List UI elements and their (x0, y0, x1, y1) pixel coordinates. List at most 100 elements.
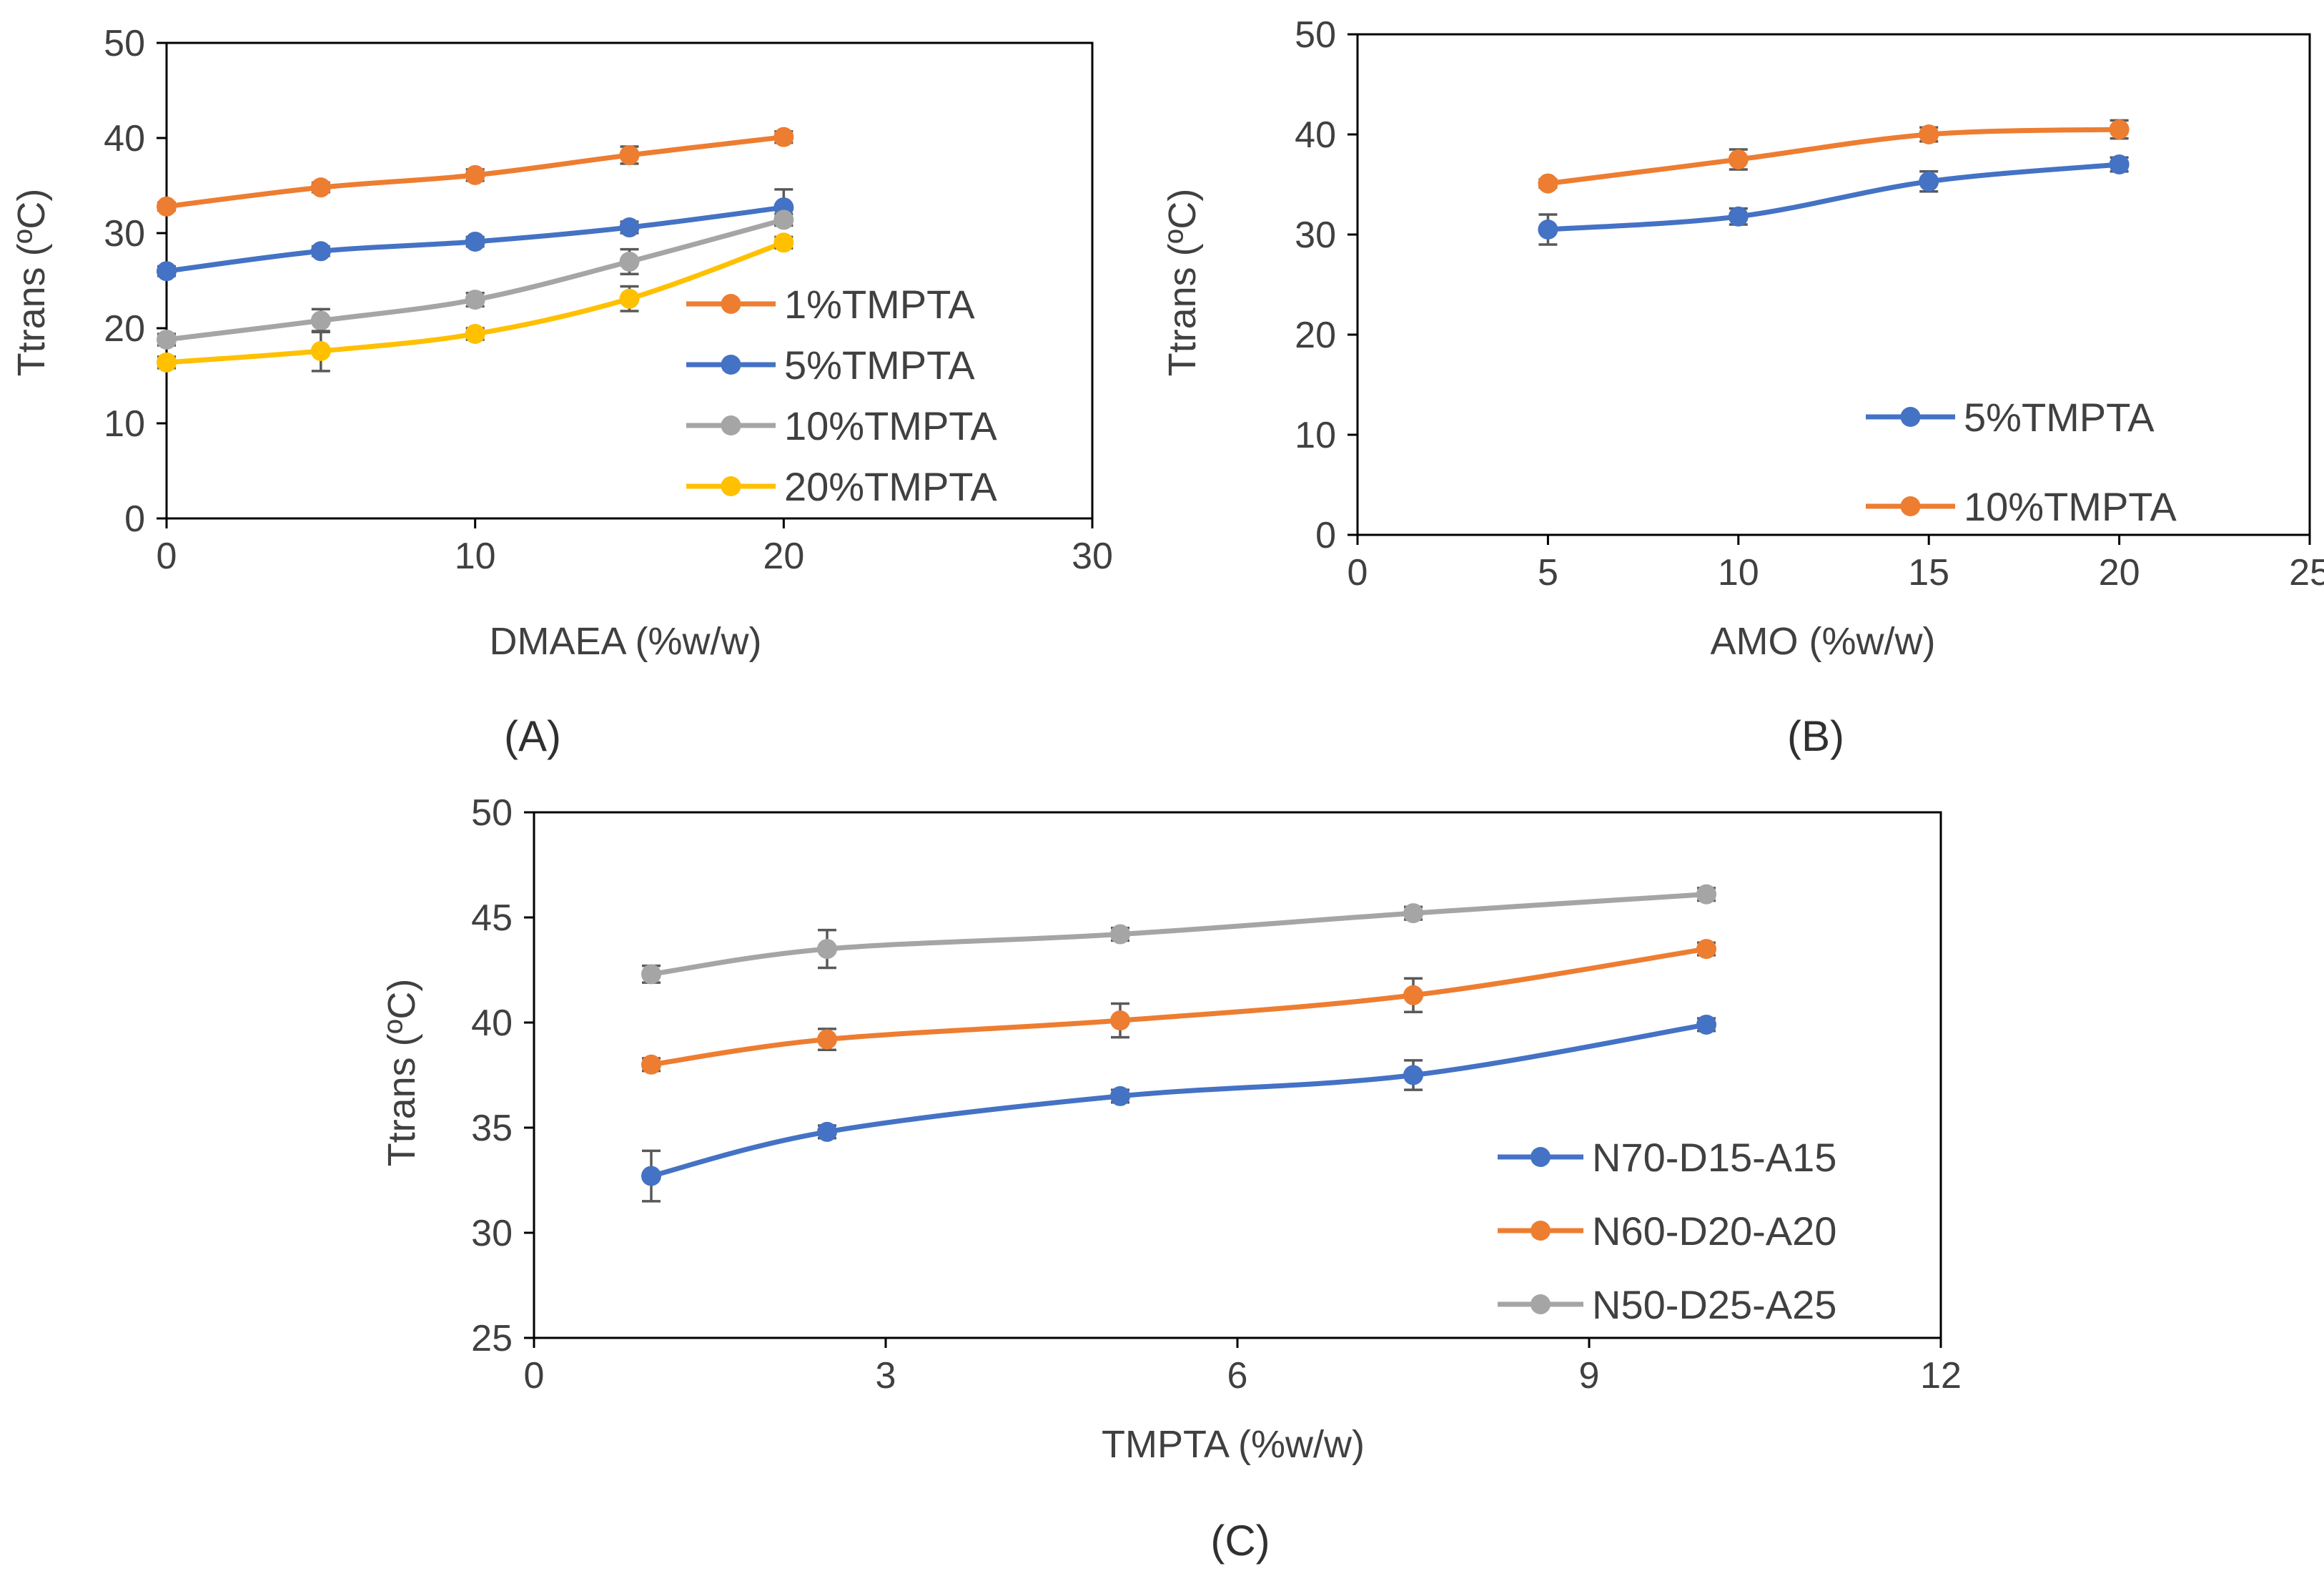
y-tick-label-b-0: 0 (1315, 515, 1336, 556)
data-point-a-3-3 (619, 288, 640, 309)
x-tick-label-c-1: 3 (876, 1355, 896, 1397)
y-tick-label-b-5: 50 (1295, 14, 1336, 56)
data-point-a-3-0 (157, 352, 177, 373)
data-point-c-0-2 (1110, 1085, 1130, 1106)
panel-label-b: (B) (1787, 712, 1844, 760)
x-tick-label-b-2: 10 (1718, 552, 1759, 594)
data-point-c-0-1 (817, 1121, 837, 1142)
x-tick-label-b-0: 0 (1348, 552, 1368, 594)
data-point-a-1-1 (310, 241, 331, 262)
data-point-a-2-2 (465, 290, 485, 310)
y-tick-label-b-3: 30 (1295, 215, 1336, 256)
plot-area-c: 0 3 6 9 12 25 30 35 40 45 50 N70-D15-A15 N60-D20-A20… (471, 792, 1962, 1397)
y-axis-label-c: Ttrans (ºC) (380, 979, 423, 1167)
data-point-c-0-4 (1696, 1014, 1716, 1035)
data-point-a-2-0 (157, 329, 177, 350)
data-point-a-0-1 (310, 177, 331, 198)
series-a-1 (157, 188, 794, 282)
legend-marker-a-3 (721, 476, 741, 496)
y-axis-label-b: Ttrans (ºC) (1161, 189, 1204, 377)
series-line-c-2 (648, 892, 1709, 977)
data-point-a-0-4 (773, 127, 794, 147)
panel-label-c: (C) (1210, 1517, 1270, 1565)
data-point-a-1-3 (619, 217, 640, 238)
plot-frame-c (533, 811, 1942, 1339)
x-tick-label-a-0: 0 (157, 536, 177, 577)
data-point-b-0-1 (1728, 206, 1749, 227)
y-tick-label-a-5: 50 (104, 23, 145, 64)
panel-label-a: (A) (504, 712, 561, 760)
chart-panel-a: 0 10 20 30 0 10 20 30 40 50 1%TMPTA 5%TMPTA 10%TMPTA… (10, 23, 1113, 760)
y-tick-label-b-2: 20 (1295, 315, 1336, 356)
legend-label-b-0: 5%TMPTA (1964, 395, 2155, 440)
data-point-c-2-2 (1110, 924, 1130, 945)
data-point-c-1-0 (641, 1054, 661, 1075)
x-tick-label-b-3: 15 (1908, 552, 1949, 594)
series-line-b-0 (1545, 162, 2122, 232)
data-point-a-0-3 (619, 144, 640, 165)
data-point-a-3-2 (465, 323, 485, 344)
x-tick-label-b-4: 20 (2099, 552, 2140, 594)
chart-panel-c: 0 3 6 9 12 25 30 35 40 45 50 N70-D15-A15 N60-D20-A20… (380, 792, 1962, 1565)
series-a-0 (157, 127, 794, 217)
data-point-b-1-1 (1728, 149, 1749, 169)
data-point-c-2-4 (1696, 884, 1716, 905)
plot-area-b: 0 5 10 15 20 25 0 10 20 30 40 50 5%TMPTA 10%TMPTA (1295, 14, 2324, 594)
legend-marker-c-2 (1531, 1294, 1551, 1314)
y-tick-label-c-5: 50 (471, 792, 513, 834)
y-tick-label-b-4: 40 (1295, 114, 1336, 156)
data-point-b-1-3 (2109, 119, 2130, 139)
data-point-b-0-2 (1919, 171, 1939, 192)
y-tick-label-a-1: 10 (104, 403, 145, 445)
data-point-a-3-1 (310, 340, 331, 361)
x-tick-label-b-5: 25 (2289, 552, 2324, 594)
x-tick-label-a-3: 30 (1072, 536, 1113, 577)
data-point-c-2-3 (1403, 903, 1423, 924)
data-point-c-0-0 (641, 1166, 661, 1186)
series-line-c-0 (648, 1022, 1709, 1179)
y-tick-label-b-1: 10 (1295, 415, 1336, 456)
legend-label-c-2: N50-D25-A25 (1592, 1282, 1836, 1327)
plot-area-a: 0 10 20 30 0 10 20 30 40 50 1%TMPTA 5%TMPTA 10%TMPTA… (104, 23, 1113, 577)
x-tick-label-a-1: 10 (455, 536, 496, 577)
legend-marker-a-0 (721, 294, 741, 314)
series-line-b-1 (1545, 127, 2122, 187)
data-point-a-0-0 (157, 196, 177, 217)
legend-label-a-3: 20%TMPTA (784, 464, 997, 509)
data-point-b-1-2 (1919, 124, 1939, 144)
data-point-c-2-0 (641, 964, 661, 985)
data-point-a-2-1 (310, 310, 331, 331)
legend-marker-c-0 (1531, 1147, 1551, 1167)
legend-label-b-1: 10%TMPTA (1964, 484, 2177, 529)
legend-label-c-1: N60-D20-A20 (1592, 1208, 1836, 1254)
x-tick-label-c-0: 0 (524, 1355, 545, 1397)
series-a-2 (157, 210, 794, 350)
data-point-c-1-3 (1403, 985, 1423, 1005)
series-c-0 (641, 1014, 1716, 1203)
legend-label-c-0: N70-D15-A15 (1592, 1135, 1836, 1180)
legend-label-a-0: 1%TMPTA (784, 282, 975, 327)
y-tick-label-a-4: 40 (104, 118, 145, 159)
plot-frame-b (1356, 33, 2311, 536)
y-axis-label-a: Ttrans (ºC) (10, 189, 53, 377)
x-tick-label-c-2: 6 (1227, 1355, 1248, 1397)
x-tick-label-c-4: 12 (1920, 1355, 1962, 1397)
data-point-a-1-0 (157, 261, 177, 282)
y-tick-label-a-0: 0 (124, 498, 145, 540)
series-c-1 (641, 939, 1716, 1075)
data-point-b-0-3 (2109, 154, 2130, 174)
legend-marker-c-1 (1531, 1221, 1551, 1241)
x-axis-label-c: TMPTA (%w/w) (1102, 1423, 1365, 1466)
series-line-c-1 (648, 946, 1709, 1068)
y-tick-label-c-4: 45 (471, 897, 513, 939)
data-point-a-0-2 (465, 164, 485, 185)
y-tick-label-c-0: 25 (471, 1318, 513, 1359)
y-tick-label-a-2: 20 (104, 308, 145, 350)
series-c-2 (641, 884, 1716, 985)
legend-marker-b-0 (1900, 407, 1921, 427)
x-axis-label-a: DMAEA (%w/w) (489, 620, 761, 663)
legend-label-a-1: 5%TMPTA (784, 343, 975, 388)
y-tick-label-a-3: 30 (104, 213, 145, 255)
x-tick-label-a-2: 20 (763, 536, 804, 577)
y-tick-label-c-2: 35 (471, 1108, 513, 1149)
